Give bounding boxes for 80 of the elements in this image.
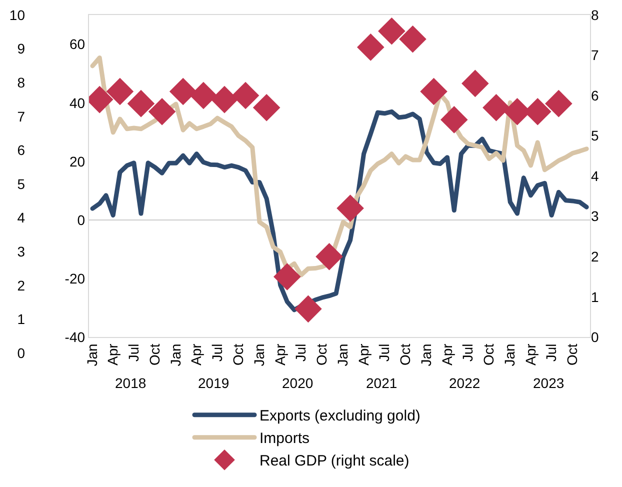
y3-tick-label: 10 [9, 6, 26, 23]
legend-label: Imports [260, 430, 310, 448]
x-tick-label: Oct [397, 344, 414, 366]
y-tick-label: -20 [64, 270, 86, 286]
point [252, 94, 280, 122]
y3-tick-label: 9 [17, 40, 26, 57]
y2-tick-label: 6 [591, 87, 599, 104]
y-tick-label: 20 [69, 153, 86, 170]
point [127, 90, 155, 118]
x2-tick-label: 2020 [282, 375, 314, 391]
point [169, 78, 197, 106]
point [106, 78, 134, 106]
point [545, 90, 572, 118]
legend-label: Exports (excluding gold) [260, 408, 420, 425]
x-tick-label: Oct [146, 344, 162, 366]
point [190, 82, 218, 110]
point [274, 263, 301, 290]
y3-tick-label: 6 [17, 142, 26, 158]
y2-tick-label: 5 [591, 128, 599, 144]
y3-tick-label: 3 [17, 244, 26, 260]
x2-tick-label: 2023 [533, 375, 564, 391]
y2-tick-label: 8 [591, 6, 599, 23]
x-tick-label: Oct [230, 344, 246, 366]
x-tick-label: Jul [208, 344, 225, 362]
x-tick-label: Apr [272, 343, 288, 366]
point [232, 82, 260, 110]
y3-tick-label: 5 [17, 176, 26, 192]
x2-tick-label: 2019 [198, 375, 230, 391]
y3-tick-label: 4 [17, 210, 26, 226]
x-tick-label: Jan [334, 344, 351, 366]
x-tick-label: Jul [460, 344, 476, 362]
y2-tick-label: 7 [591, 47, 599, 64]
x-tick-label: Oct [480, 344, 497, 366]
y-tick-label: 0 [77, 212, 86, 228]
point [316, 242, 343, 270]
x-tick-label: Jul [543, 344, 560, 362]
x-tick-label: Jul [292, 344, 309, 362]
x-tick-label: Jul [125, 344, 142, 362]
point [440, 106, 468, 134]
legend-label: Real GDP (right scale) [260, 452, 410, 470]
y-tick-label: -40 [64, 329, 86, 346]
x-tick-label: Jan [168, 344, 184, 366]
y3-tick-label: 7 [17, 108, 26, 124]
point [294, 295, 322, 323]
y2-tick-label: 0 [591, 329, 599, 346]
y2-tick-label: 2 [591, 248, 599, 264]
x-tick-label: Apr [522, 343, 538, 366]
x2-tick-label: 2021 [366, 375, 398, 391]
y-tick-label: 60 [69, 36, 86, 52]
point [336, 194, 364, 222]
x-tick-label: Oct [314, 344, 330, 366]
y2-tick-label: 3 [591, 208, 599, 224]
y2-tick-label: 4 [591, 168, 599, 184]
point [399, 26, 426, 53]
x-tick-label: Apr [188, 343, 204, 366]
x-tick-label: Jan [418, 344, 434, 366]
y3-tick-label: 1 [17, 311, 26, 328]
x2-tick-label: 2022 [449, 375, 480, 391]
point [356, 34, 384, 61]
x-tick-label: Apr [355, 343, 372, 366]
point [420, 78, 448, 106]
point [148, 98, 176, 126]
x-tick-label: Apr [104, 343, 121, 366]
x-tick-label: Oct [564, 344, 580, 366]
y2-tick-label: 1 [591, 288, 599, 305]
y3-tick-label: 2 [17, 277, 26, 294]
x2-tick-label: 2018 [115, 375, 146, 391]
y-tick-label: 40 [69, 94, 86, 111]
x-tick-label: Jan [84, 344, 100, 366]
y3-tick-label: 8 [17, 74, 26, 90]
x-tick-label: Jul [376, 344, 392, 362]
y3-tick-label: 0 [17, 344, 26, 361]
point [378, 17, 406, 45]
line-series [90, 109, 589, 312]
point [462, 70, 489, 98]
x-tick-label: Jan [502, 344, 518, 366]
point [482, 94, 510, 122]
point [210, 86, 238, 114]
x-tick-label: Jan [251, 344, 268, 366]
x-tick-label: Apr [438, 343, 455, 366]
